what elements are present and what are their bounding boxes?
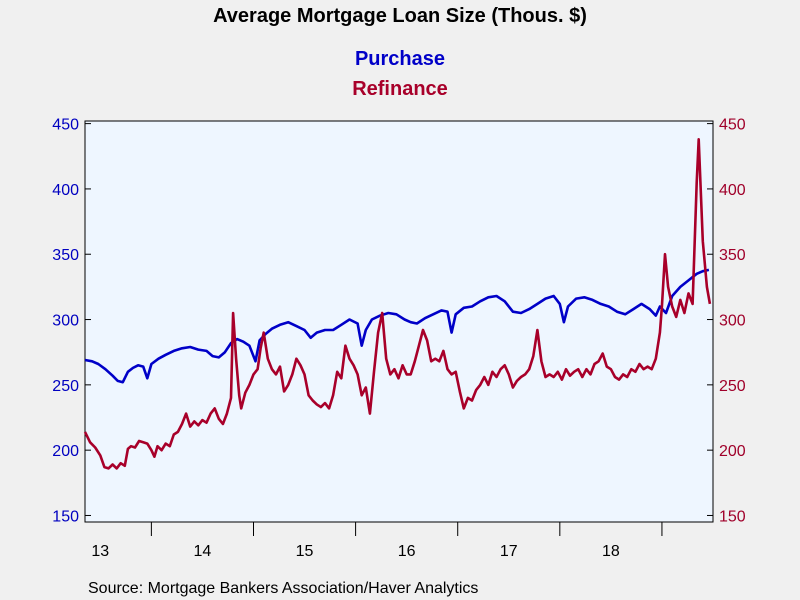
y-right-tick-label: 150 — [719, 508, 746, 525]
x-tick-label: 18 — [602, 543, 620, 560]
chart-title: Average Mortgage Loan Size (Thous. $) — [213, 5, 587, 27]
y-left-tick-label: 350 — [52, 247, 79, 264]
y-right-tick-label: 450 — [719, 117, 746, 134]
series-layer — [83, 138, 712, 470]
series-line-refinance — [83, 138, 712, 470]
y-right-tick-label: 200 — [719, 443, 746, 460]
y-left-tick-label: 200 — [52, 443, 79, 460]
y-right-tick-label: 400 — [719, 182, 746, 199]
legend-purchase: Purchase — [355, 48, 445, 70]
x-tick-label: 17 — [500, 543, 518, 560]
y-right-tick-label: 300 — [719, 313, 746, 330]
x-tick-label: 15 — [296, 543, 314, 560]
axes: 150 200 250 300 350 400 450 150 200 250 300 350 400 4… — [52, 117, 746, 560]
y-left-tick-label: 150 — [52, 508, 79, 525]
x-tick-label: 13 — [91, 543, 109, 560]
y-right-tick-label: 250 — [719, 378, 746, 395]
legend-refinance: Refinance — [352, 78, 448, 100]
y-right-tick-label: 350 — [719, 247, 746, 264]
series-line-purchase — [84, 268, 710, 384]
y-left-tick-label: 400 — [52, 182, 79, 199]
source-note: Source: Mortgage Bankers Association/Hav… — [88, 580, 478, 597]
y-left-tick-label: 300 — [52, 313, 79, 330]
x-tick-label: 16 — [398, 543, 416, 560]
x-tick-label: 14 — [194, 543, 212, 560]
plot-area — [84, 120, 714, 523]
y-left-tick-label: 450 — [52, 117, 79, 134]
y-left-tick-label: 250 — [52, 378, 79, 395]
